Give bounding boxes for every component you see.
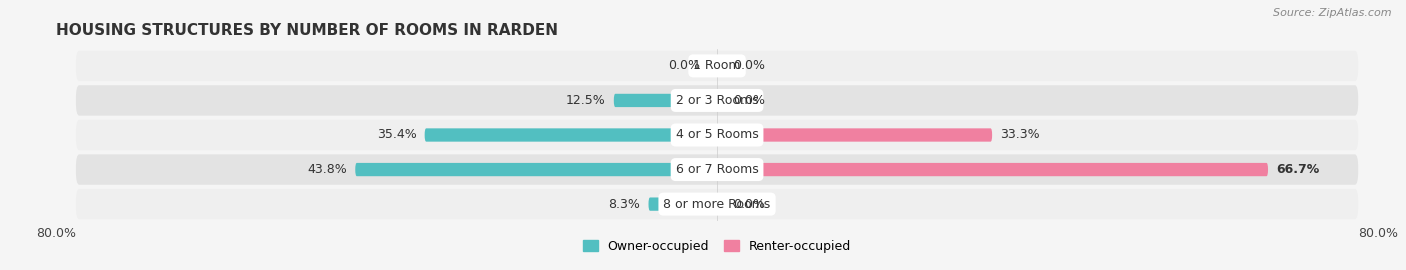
Text: Source: ZipAtlas.com: Source: ZipAtlas.com [1274, 8, 1392, 18]
Legend: Owner-occupied, Renter-occupied: Owner-occupied, Renter-occupied [582, 240, 852, 253]
Text: 33.3%: 33.3% [1001, 129, 1040, 141]
Text: 0.0%: 0.0% [668, 59, 700, 72]
Text: 0.0%: 0.0% [734, 198, 766, 211]
FancyBboxPatch shape [614, 94, 717, 107]
Text: 35.4%: 35.4% [377, 129, 416, 141]
FancyBboxPatch shape [76, 85, 1358, 116]
FancyBboxPatch shape [425, 128, 717, 142]
Text: 8.3%: 8.3% [609, 198, 640, 211]
FancyBboxPatch shape [356, 163, 717, 176]
FancyBboxPatch shape [717, 163, 1268, 176]
Text: 12.5%: 12.5% [565, 94, 606, 107]
FancyBboxPatch shape [76, 154, 1358, 185]
Text: 43.8%: 43.8% [308, 163, 347, 176]
Text: 4 or 5 Rooms: 4 or 5 Rooms [676, 129, 758, 141]
Text: 8 or more Rooms: 8 or more Rooms [664, 198, 770, 211]
Text: 66.7%: 66.7% [1277, 163, 1319, 176]
FancyBboxPatch shape [76, 51, 1358, 81]
Text: 0.0%: 0.0% [734, 94, 766, 107]
FancyBboxPatch shape [717, 128, 993, 142]
Text: 2 or 3 Rooms: 2 or 3 Rooms [676, 94, 758, 107]
Text: 0.0%: 0.0% [734, 59, 766, 72]
Text: 6 or 7 Rooms: 6 or 7 Rooms [676, 163, 758, 176]
Text: HOUSING STRUCTURES BY NUMBER OF ROOMS IN RARDEN: HOUSING STRUCTURES BY NUMBER OF ROOMS IN… [56, 23, 558, 38]
FancyBboxPatch shape [76, 189, 1358, 219]
Text: 1 Room: 1 Room [693, 59, 741, 72]
FancyBboxPatch shape [648, 197, 717, 211]
FancyBboxPatch shape [76, 120, 1358, 150]
